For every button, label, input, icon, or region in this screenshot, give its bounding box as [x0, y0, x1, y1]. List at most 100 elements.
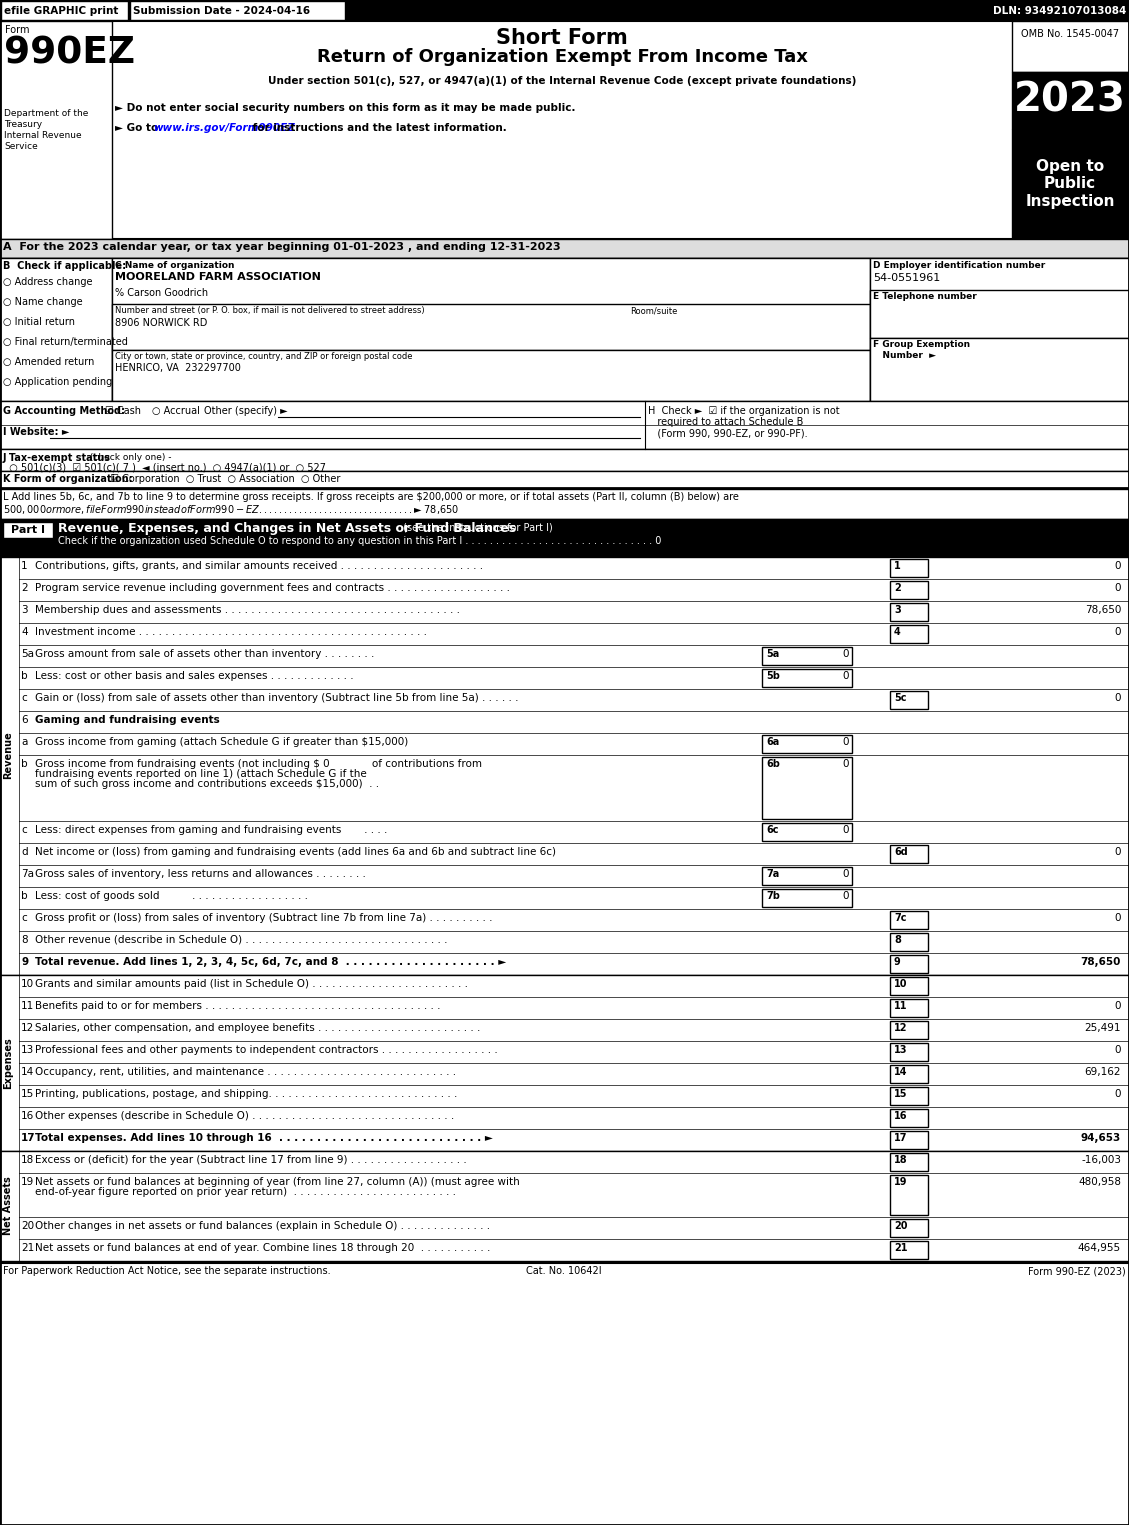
- Text: fundraising events reported on line 1) (attach Schedule G if the: fundraising events reported on line 1) (…: [35, 769, 367, 779]
- Text: (Form 990, 990-EZ, or 990-PF).: (Form 990, 990-EZ, or 990-PF).: [648, 429, 807, 438]
- Text: 0: 0: [1114, 846, 1121, 857]
- Bar: [762, 647, 852, 665]
- Text: 1: 1: [21, 561, 27, 570]
- Text: ☑ Cash: ☑ Cash: [105, 406, 141, 416]
- Text: c: c: [21, 692, 27, 703]
- Bar: [890, 581, 928, 599]
- Text: Other revenue (describe in Schedule O) . . . . . . . . . . . . . . . . . . . . .: Other revenue (describe in Schedule O) .…: [35, 935, 447, 945]
- Text: Other (specify) ►: Other (specify) ►: [204, 406, 288, 416]
- Text: 0: 0: [842, 671, 849, 682]
- Text: 4: 4: [21, 627, 27, 637]
- Text: ○ Final return/terminated: ○ Final return/terminated: [3, 337, 128, 348]
- Bar: [890, 910, 928, 929]
- Text: 5b: 5b: [765, 671, 780, 682]
- Text: H  Check ►  ☑ if the organization is not: H Check ► ☑ if the organization is not: [648, 406, 840, 416]
- Bar: [130, 2, 345, 20]
- Text: ○ Initial return: ○ Initial return: [3, 317, 75, 326]
- Text: 0: 0: [842, 825, 849, 836]
- Bar: [1012, 21, 1129, 72]
- Bar: [0, 0, 1129, 21]
- Text: 20: 20: [894, 1222, 908, 1231]
- Text: 13: 13: [21, 1045, 34, 1055]
- Text: 3: 3: [894, 605, 901, 615]
- Text: Cat. No. 10642I: Cat. No. 10642I: [526, 1266, 602, 1276]
- Bar: [890, 845, 928, 863]
- Text: 480,958: 480,958: [1078, 1177, 1121, 1186]
- Text: 15: 15: [894, 1089, 908, 1100]
- Text: Treasury: Treasury: [5, 120, 42, 130]
- Text: Occupancy, rent, utilities, and maintenance . . . . . . . . . . . . . . . . . . : Occupancy, rent, utilities, and maintena…: [35, 1068, 456, 1077]
- Bar: [0, 239, 1129, 258]
- Bar: [890, 691, 928, 709]
- Text: Check if the organization used Schedule O to respond to any question in this Par: Check if the organization used Schedule …: [58, 535, 662, 546]
- Bar: [0, 974, 1129, 1151]
- Text: Revenue, Expenses, and Changes in Net Assets or Fund Balances: Revenue, Expenses, and Changes in Net As…: [58, 522, 516, 535]
- Text: Internal Revenue: Internal Revenue: [5, 131, 81, 140]
- Text: 9: 9: [894, 958, 901, 967]
- Text: 0: 0: [842, 759, 849, 769]
- Text: 25,491: 25,491: [1085, 1023, 1121, 1032]
- Bar: [890, 625, 928, 644]
- Bar: [0, 557, 1129, 974]
- Text: J Tax-exempt status: J Tax-exempt status: [3, 453, 111, 464]
- Text: 15: 15: [21, 1089, 34, 1100]
- Text: 0: 0: [1114, 583, 1121, 593]
- Text: Gross sales of inventory, less returns and allowances . . . . . . . .: Gross sales of inventory, less returns a…: [35, 869, 366, 878]
- Bar: [890, 1241, 928, 1260]
- Text: Gain or (loss) from sale of assets other than inventory (Subtract line 5b from l: Gain or (loss) from sale of assets other…: [35, 692, 518, 703]
- Text: 0: 0: [1114, 1000, 1121, 1011]
- Text: 54-0551961: 54-0551961: [873, 273, 940, 284]
- Bar: [890, 1174, 928, 1215]
- Bar: [112, 303, 870, 351]
- Text: ○ Application pending: ○ Application pending: [3, 377, 112, 387]
- Text: 14: 14: [21, 1068, 34, 1077]
- Text: 17: 17: [894, 1133, 908, 1144]
- Text: ☑ Corporation  ○ Trust  ○ Association  ○ Other: ☑ Corporation ○ Trust ○ Association ○ Ot…: [104, 474, 341, 483]
- Text: ○ Amended return: ○ Amended return: [3, 357, 95, 368]
- Text: ○ Address change: ○ Address change: [3, 278, 93, 287]
- Bar: [0, 518, 1129, 557]
- Text: Room/suite: Room/suite: [630, 307, 677, 316]
- Bar: [852, 755, 890, 820]
- Text: 17: 17: [21, 1133, 36, 1144]
- Bar: [870, 258, 1129, 401]
- Text: (see the instructions for Part I): (see the instructions for Part I): [400, 522, 552, 532]
- Text: 990EZ: 990EZ: [5, 37, 135, 72]
- Bar: [852, 666, 890, 689]
- Text: Other changes in net assets or fund balances (explain in Schedule O) . . . . . .: Other changes in net assets or fund bala…: [35, 1222, 490, 1231]
- Text: E Telephone number: E Telephone number: [873, 291, 977, 300]
- Text: 78,650: 78,650: [1085, 605, 1121, 615]
- Bar: [890, 602, 928, 621]
- Text: 0: 0: [1114, 913, 1121, 923]
- Bar: [112, 258, 870, 401]
- Text: Total revenue. Add lines 1, 2, 3, 4, 5c, 6d, 7c, and 8  . . . . . . . . . . . . : Total revenue. Add lines 1, 2, 3, 4, 5c,…: [35, 958, 506, 967]
- Text: 0: 0: [1114, 1089, 1121, 1100]
- Text: B  Check if applicable:: B Check if applicable:: [3, 261, 126, 271]
- Text: a: a: [21, 737, 27, 747]
- Text: 5a: 5a: [765, 650, 779, 659]
- Text: 14: 14: [894, 1068, 908, 1077]
- Bar: [870, 290, 1129, 339]
- Text: 19: 19: [21, 1177, 34, 1186]
- Bar: [0, 258, 112, 401]
- Text: Salaries, other compensation, and employee benefits . . . . . . . . . . . . . . : Salaries, other compensation, and employ…: [35, 1023, 480, 1032]
- Text: G Accounting Method:: G Accounting Method:: [3, 406, 125, 416]
- Bar: [890, 1132, 928, 1148]
- Text: 94,653: 94,653: [1080, 1133, 1121, 1144]
- Bar: [890, 1043, 928, 1061]
- Text: d: d: [21, 846, 27, 857]
- Bar: [890, 1022, 928, 1039]
- Text: c: c: [21, 825, 27, 836]
- Text: 18: 18: [894, 1154, 908, 1165]
- Bar: [1012, 72, 1129, 130]
- Bar: [0, 490, 1129, 519]
- Text: 7c: 7c: [894, 913, 907, 923]
- Text: City or town, state or province, country, and ZIP or foreign postal code: City or town, state or province, country…: [115, 352, 412, 361]
- Text: (check only one) -: (check only one) -: [87, 453, 172, 462]
- Bar: [890, 1087, 928, 1106]
- Text: required to attach Schedule B: required to attach Schedule B: [648, 416, 804, 427]
- Text: 12: 12: [21, 1023, 34, 1032]
- Text: Submission Date - 2024-04-16: Submission Date - 2024-04-16: [133, 6, 310, 15]
- Text: For Paperwork Reduction Act Notice, see the separate instructions.: For Paperwork Reduction Act Notice, see …: [3, 1266, 331, 1276]
- Text: 12: 12: [894, 1023, 908, 1032]
